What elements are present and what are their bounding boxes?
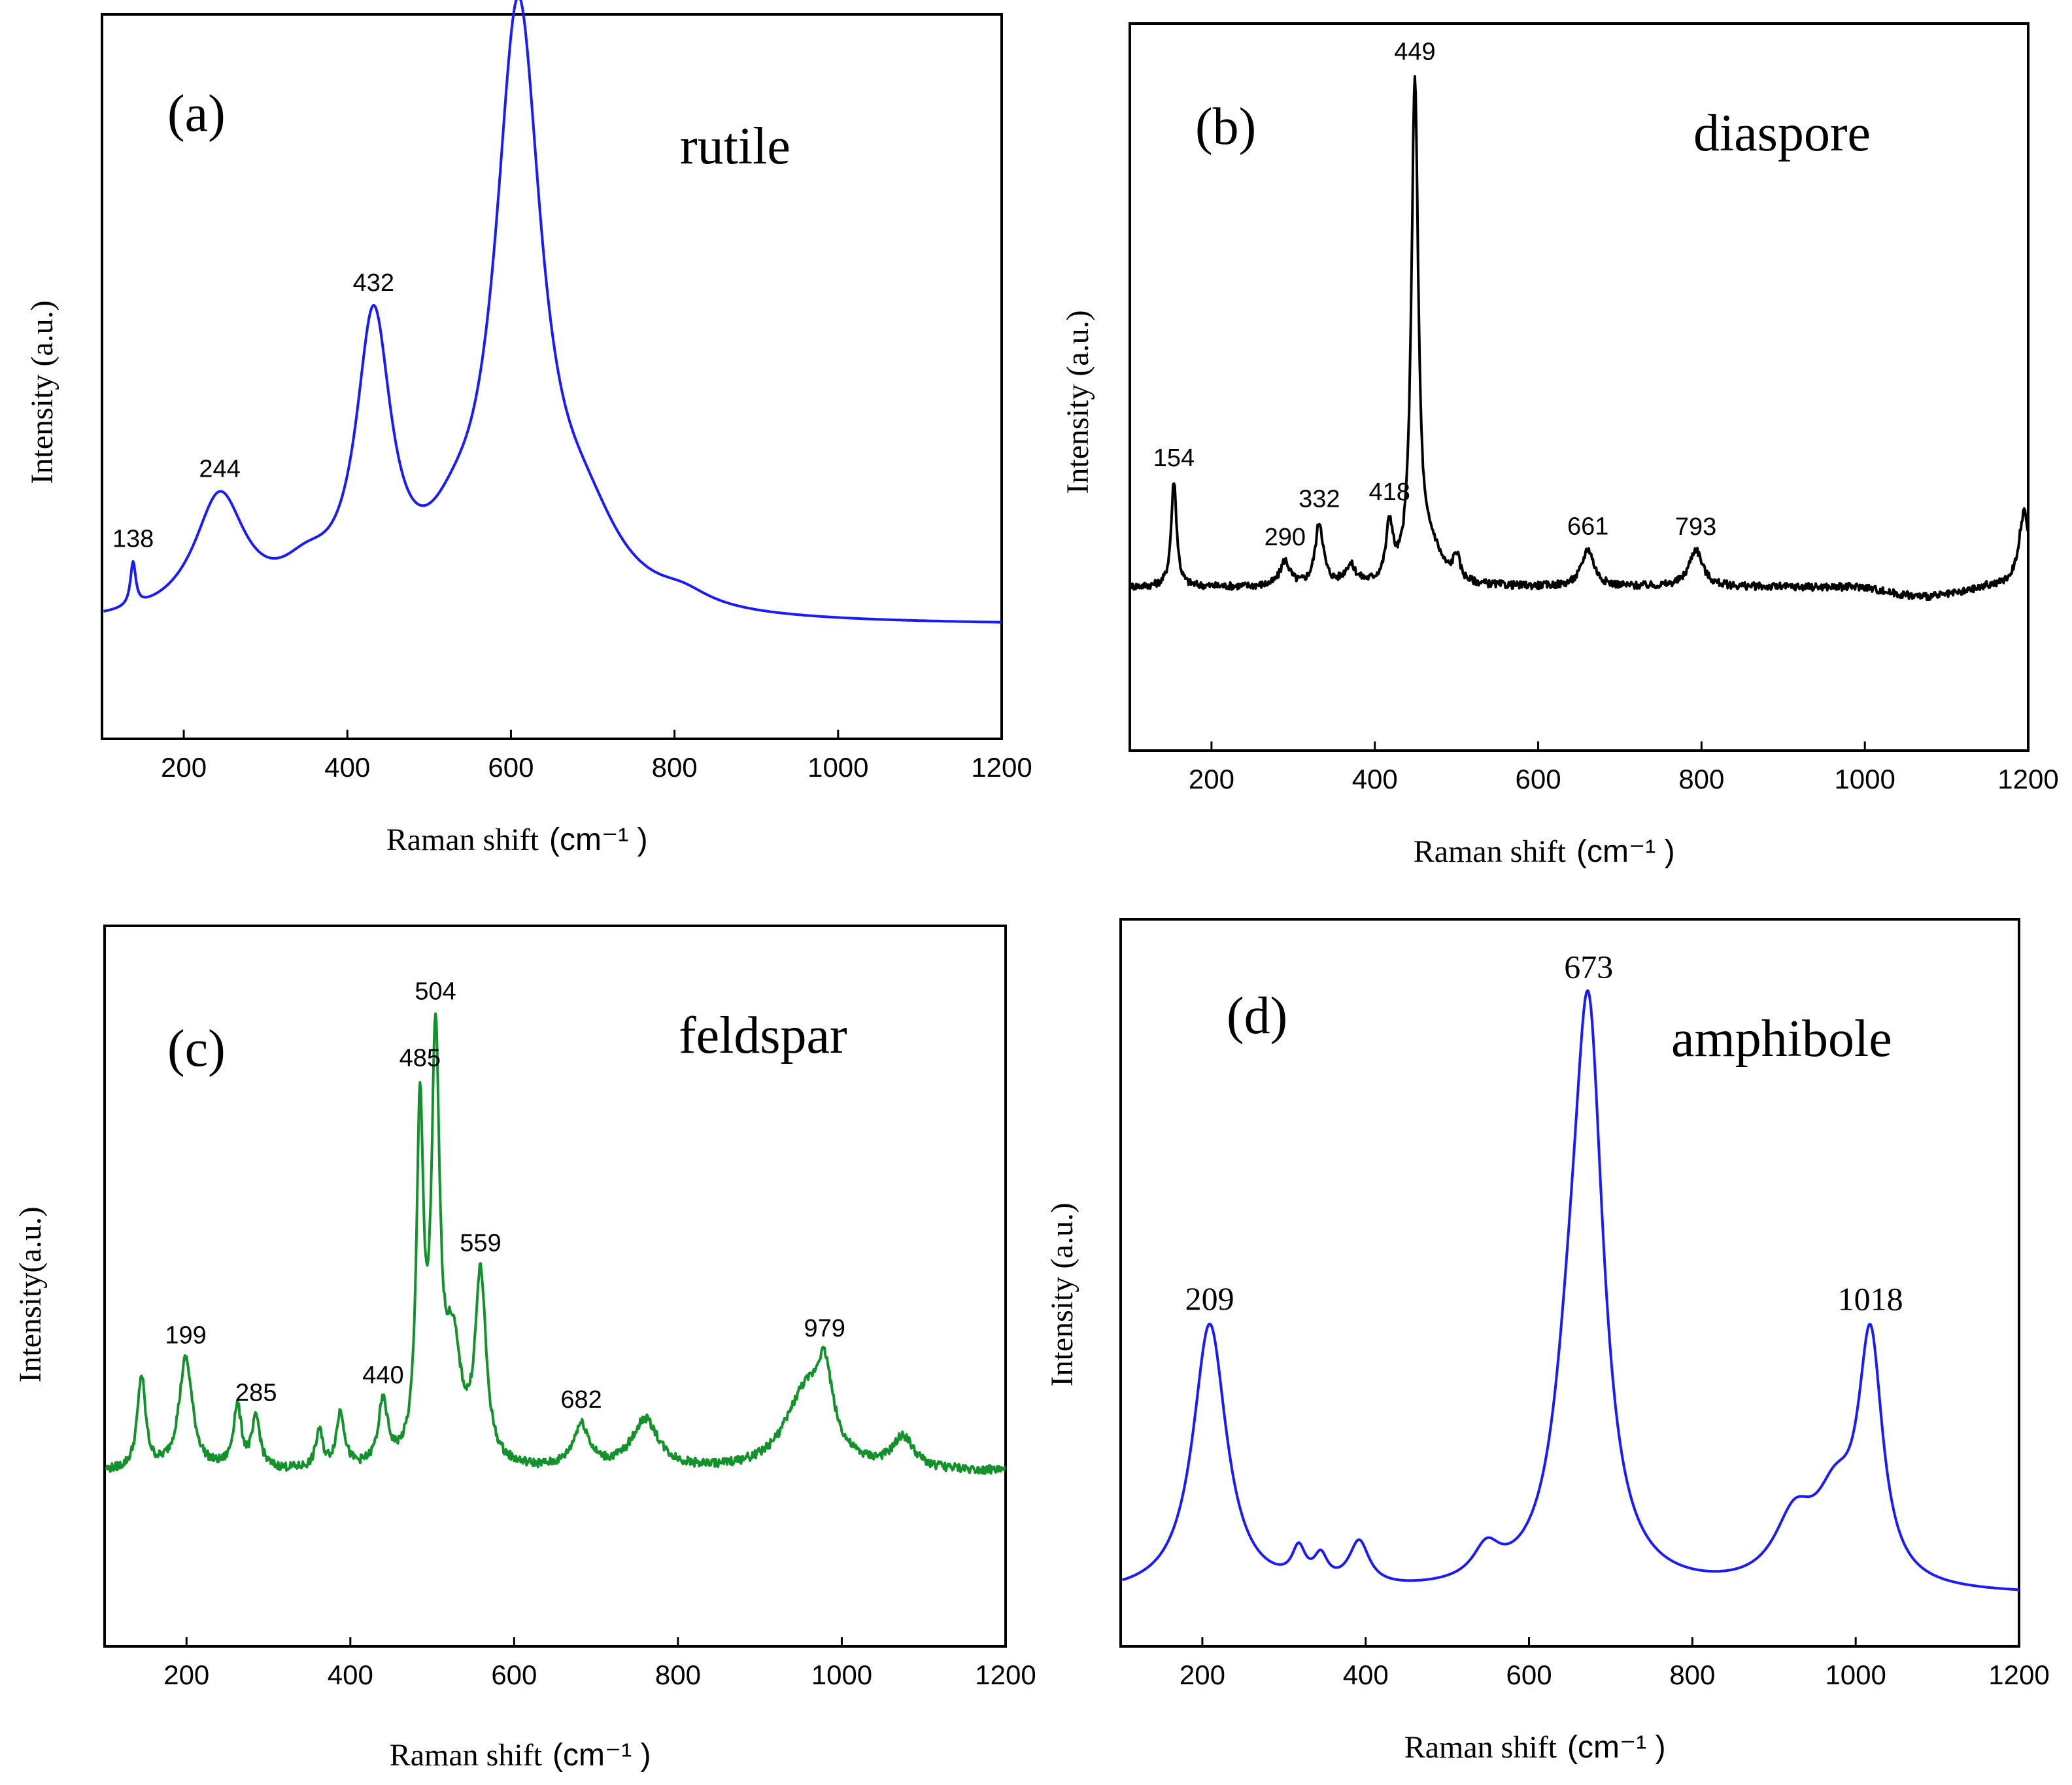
x-axis-unit: (cm⁻¹ ) — [1576, 834, 1675, 869]
x-tick-label: 1000 — [811, 1659, 872, 1690]
x-tick-label: 400 — [1352, 764, 1398, 794]
panel-label: (c) — [167, 1020, 226, 1078]
plot-frame — [101, 13, 1003, 740]
peak-label: 449 — [1394, 38, 1435, 65]
panel-label: (b) — [1195, 98, 1256, 156]
x-tick-label: 400 — [324, 752, 370, 783]
peak-label: 244 — [199, 455, 240, 483]
peak-label: 793 — [1675, 513, 1716, 541]
x-tick-label: 1000 — [807, 752, 868, 783]
x-tick-label: 200 — [1180, 1659, 1225, 1690]
spectrum-line — [105, 1012, 1006, 1475]
x-tick-label: 200 — [163, 1659, 209, 1690]
spectrum-line — [103, 0, 1002, 624]
mineral-name: diaspore — [1693, 105, 1871, 162]
peak-label: 1018 — [1838, 1280, 1903, 1317]
peak-label: 673 — [1564, 949, 1613, 985]
x-tick-label: 1000 — [1825, 1659, 1886, 1690]
x-tick-label: 1200 — [1997, 764, 2058, 794]
peak-label: 485 — [399, 1045, 441, 1072]
x-tick-label: 600 — [1506, 1659, 1552, 1690]
x-axis-unit: (cm⁻¹ ) — [552, 1738, 651, 1773]
x-tick-label: 800 — [1669, 1659, 1715, 1690]
peak-label: 418 — [1369, 479, 1410, 506]
x-axis-unit: (cm⁻¹ ) — [1567, 1730, 1666, 1765]
x-axis-title: Raman shift — [1404, 1730, 1557, 1765]
peak-label: 332 — [1299, 486, 1340, 513]
x-axis-title: Raman shift — [386, 823, 539, 857]
peak-label: 504 — [415, 978, 456, 1006]
x-tick-label: 800 — [652, 752, 698, 783]
panel-label: (d) — [1227, 987, 1287, 1045]
peak-label: 290 — [1265, 524, 1306, 551]
peak-label: 432 — [353, 269, 394, 297]
y-axis-title: Intensity(a.u.) — [13, 1206, 48, 1382]
peak-label: 661 — [1567, 513, 1608, 540]
x-tick-label: 800 — [655, 1659, 701, 1690]
peak-label: 138 — [112, 525, 154, 552]
plot-frame — [103, 925, 1007, 1648]
y-axis-title: Intensity (a.u.) — [1045, 1202, 1079, 1386]
y-axis-title: Intensity (a.u.) — [1061, 310, 1095, 494]
x-axis-title: Raman shift — [1414, 834, 1567, 869]
x-tick-label: 600 — [491, 1659, 537, 1690]
spectrum-line — [1121, 989, 2020, 1591]
y-axis-title: Intensity (a.u.) — [25, 300, 59, 484]
panel-label: (a) — [167, 85, 226, 143]
x-tick-label: 400 — [1343, 1659, 1389, 1690]
x-tick-label: 1000 — [1834, 764, 1895, 794]
peak-label: 209 — [1185, 1280, 1234, 1317]
spectrum-line — [1130, 75, 2030, 602]
peak-label: 285 — [235, 1379, 277, 1406]
peak-label: 559 — [460, 1230, 501, 1257]
peak-label: 682 — [560, 1386, 602, 1414]
peak-label: 199 — [165, 1321, 206, 1349]
peak-label: 440 — [362, 1361, 403, 1389]
x-tick-label: 1200 — [971, 752, 1032, 783]
x-tick-label: 400 — [328, 1659, 373, 1690]
x-tick-label: 600 — [488, 752, 534, 783]
mineral-name: rutile — [680, 118, 790, 175]
x-tick-label: 200 — [1189, 764, 1234, 794]
x-tick-label: 600 — [1516, 764, 1561, 794]
x-axis-unit: (cm⁻¹ ) — [549, 823, 648, 857]
mineral-name: feldspar — [679, 1007, 847, 1064]
peak-label: 979 — [804, 1315, 845, 1342]
plot-frame — [1129, 22, 2030, 752]
x-tick-label: 200 — [161, 752, 207, 783]
x-tick-label: 1200 — [1988, 1659, 2049, 1690]
mineral-name: amphibole — [1671, 1010, 1892, 1068]
x-tick-label: 1200 — [975, 1659, 1036, 1690]
plot-frame — [1119, 918, 2020, 1648]
x-axis-title: Raman shift — [390, 1738, 543, 1773]
x-tick-label: 800 — [1678, 764, 1724, 794]
peak-label: 154 — [1153, 445, 1195, 472]
